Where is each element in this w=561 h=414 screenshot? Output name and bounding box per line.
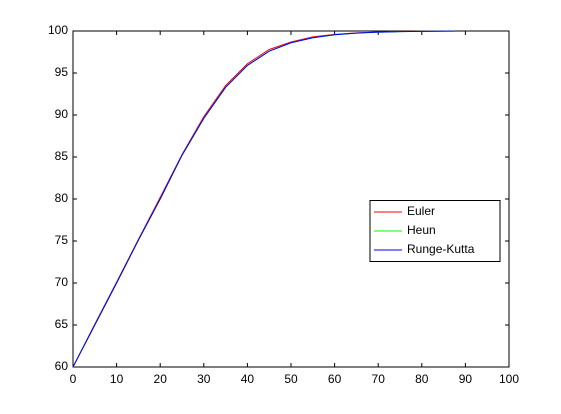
plot-area — [72, 30, 510, 368]
x-tick-label: 20 — [154, 372, 168, 386]
x-tick-label: 30 — [197, 372, 211, 386]
x-tick-label: 80 — [415, 372, 429, 386]
x-tick-label: 0 — [70, 372, 77, 386]
y-tick-label: 85 — [55, 149, 69, 163]
x-tick-label: 70 — [372, 372, 386, 386]
legend-label: Heun — [407, 223, 436, 237]
x-tick-label: 10 — [110, 372, 124, 386]
x-tick-label: 90 — [459, 372, 473, 386]
legend-label: Euler — [407, 204, 435, 218]
x-tick-label: 60 — [328, 372, 342, 386]
y-tick-label: 95 — [55, 65, 69, 79]
y-tick-label: 70 — [55, 275, 69, 289]
x-tick-label: 100 — [499, 372, 519, 386]
legend-label: Runge-Kutta — [407, 242, 475, 256]
y-tick-label: 60 — [55, 359, 69, 373]
y-tick-label: 75 — [55, 233, 69, 247]
y-tick-label: 100 — [48, 23, 68, 37]
y-tick-label: 80 — [55, 191, 69, 205]
y-tick-label: 65 — [55, 317, 69, 331]
y-tick-label: 90 — [55, 107, 69, 121]
series-line — [72, 30, 455, 368]
x-tick-label: 50 — [284, 372, 298, 386]
x-tick-label: 40 — [241, 372, 255, 386]
